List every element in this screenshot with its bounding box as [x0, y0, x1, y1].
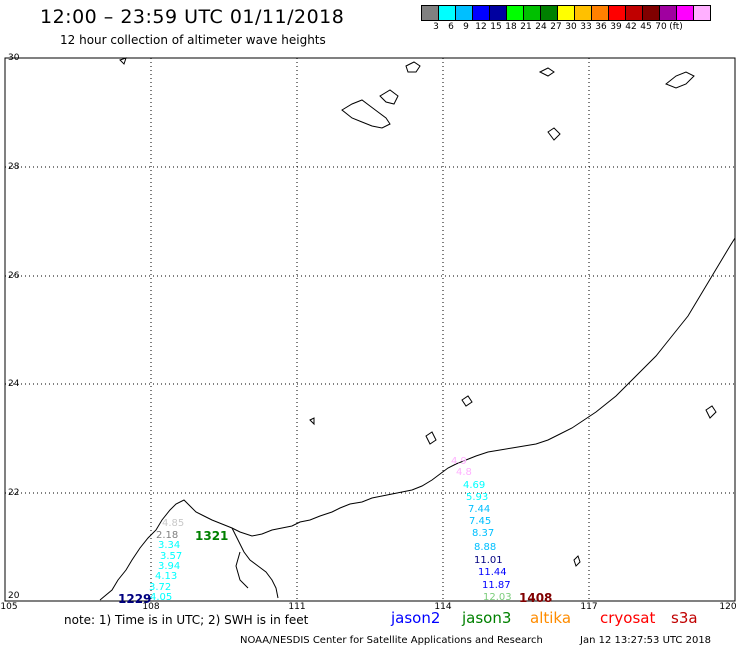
color-scale-label: 45	[640, 22, 652, 32]
color-scale-label: 15	[490, 22, 502, 32]
color-scale-label: 9	[463, 22, 469, 32]
satellite-legend-altika: altika	[530, 609, 572, 627]
credit-line: NOAA/NESDIS Center for Satellite Applica…	[240, 635, 543, 646]
lon-label-111: 111	[288, 602, 306, 612]
wave-height-label: 1321	[195, 529, 229, 543]
lat-label-26: 26	[8, 271, 20, 281]
wave-height-label: 2.18	[156, 530, 179, 541]
wave-height-label: 4.13	[155, 571, 178, 582]
wave-height-label: 8.37	[472, 528, 495, 539]
generated-timestamp: Jan 12 13:27:53 UTC 2018	[580, 635, 712, 646]
color-scale-label: 36	[595, 22, 607, 32]
wave-height-label: 4.69	[463, 480, 486, 491]
lon-label-105: 105	[0, 602, 18, 612]
color-scale-label: 27	[550, 22, 562, 32]
wave-height-label: 4.05	[150, 592, 173, 603]
color-scale-label: 42	[625, 22, 637, 32]
wave-height-label: 3.94	[158, 561, 181, 572]
color-scale-label: 6	[448, 22, 454, 32]
wave-height-label: 11.01	[474, 555, 503, 566]
page-subtitle: 12 hour collection of altimeter wave hei…	[60, 33, 326, 47]
color-scale-label: (ft)	[669, 22, 683, 32]
lat-label-28: 28	[8, 162, 20, 172]
color-scale-label: 12	[475, 22, 487, 32]
wave-height-label: 12.03	[483, 592, 512, 603]
graticule	[5, 58, 735, 601]
lat-label-20: 20	[8, 591, 20, 601]
wave-height-label: 11.44	[478, 567, 507, 578]
lat-label-24: 24	[8, 379, 20, 389]
lon-label-120: 120	[719, 602, 737, 612]
lon-label-108: 108	[142, 602, 160, 612]
lon-label-114: 114	[434, 602, 452, 612]
wave-height-label: 8.88	[474, 542, 497, 553]
color-scale-label: 33	[580, 22, 592, 32]
lat-label-22: 22	[8, 488, 20, 498]
wave-height-label: 3.34	[158, 540, 181, 551]
color-scale-label: 30	[565, 22, 577, 32]
color-scale-label: 18	[505, 22, 517, 32]
coastline	[99, 57, 736, 601]
wave-height-label: 4.85	[162, 518, 185, 529]
satellite-legend-jason2: jason2	[391, 609, 441, 627]
wave-height-label: 5.93	[466, 492, 489, 503]
lon-label-117: 117	[580, 602, 598, 612]
footer-note: note: 1) Time is in UTC; 2) SWH is in fe…	[64, 613, 309, 627]
lat-label-30: 30	[8, 53, 20, 63]
color-scale	[421, 5, 711, 21]
color-scale-label: 3	[433, 22, 439, 32]
page-title: 12:00 – 23:59 UTC 01/11/2018	[40, 6, 345, 28]
color-scale-swatch	[693, 5, 711, 21]
color-scale-label: 39	[610, 22, 622, 32]
map-frame	[4, 57, 736, 602]
wave-height-label: 4.9	[451, 456, 467, 467]
satellite-legend-cryosat: cryosat	[600, 609, 656, 627]
color-scale-label: 24	[535, 22, 547, 32]
color-scale-label: 21	[520, 22, 532, 32]
wave-height-label: 7.44	[468, 504, 491, 515]
satellite-legend-jason3: jason3	[462, 609, 512, 627]
wave-height-label: 7.45	[469, 516, 492, 527]
color-scale-label: 70	[655, 22, 667, 32]
wave-height-label: 11.87	[482, 580, 511, 591]
satellite-legend-s3a: s3a	[671, 609, 698, 627]
wave-height-label: 3.72	[149, 582, 172, 593]
wave-height-label: 3.57	[160, 551, 183, 562]
wave-height-label: 1408	[519, 591, 553, 605]
wave-height-label: 1229	[118, 592, 152, 606]
wave-height-label: 4.8	[456, 467, 472, 478]
